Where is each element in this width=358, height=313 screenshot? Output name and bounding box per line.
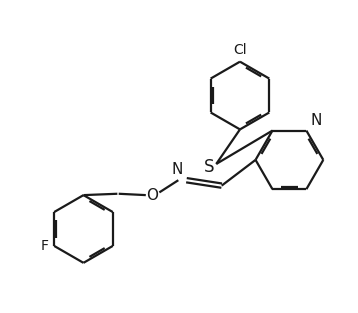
Text: N: N <box>310 113 322 128</box>
Text: N: N <box>171 162 182 177</box>
Text: F: F <box>41 239 49 253</box>
Text: Cl: Cl <box>233 43 247 57</box>
Text: S: S <box>204 158 215 176</box>
Text: O: O <box>146 187 159 203</box>
